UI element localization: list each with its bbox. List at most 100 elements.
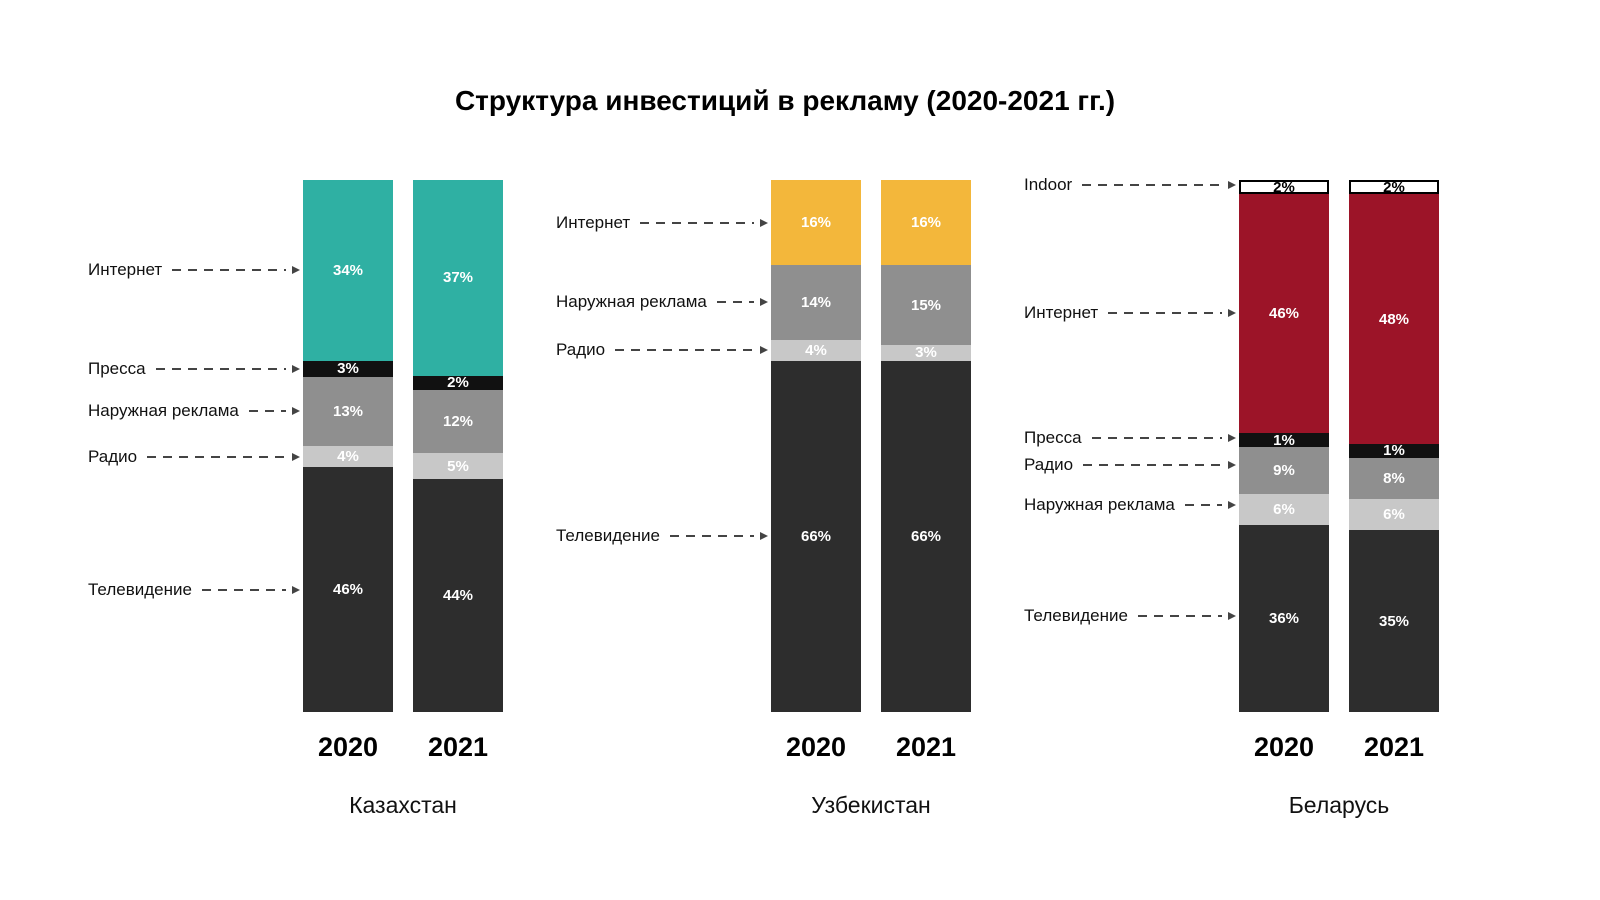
- arrow-icon: [292, 364, 300, 373]
- dashed-connector: [248, 410, 286, 413]
- arrow-icon: [292, 266, 300, 275]
- arrow-icon: [1228, 500, 1236, 509]
- segment-value: 46%: [1268, 305, 1300, 323]
- stacked-bar-2020: 2% 46% 1% 9% 6% 36%: [1239, 180, 1329, 713]
- arrow-icon: [760, 346, 768, 355]
- arrow-icon: [1228, 612, 1236, 621]
- stacked-bar-2021: 37% 2% 12% 5% 44%: [413, 180, 503, 712]
- segment-label-row: Indoor: [1024, 174, 1236, 196]
- bar-segment: 1%: [1349, 443, 1439, 458]
- bar-segment: 2%: [1349, 178, 1439, 196]
- segment-value: 66%: [910, 527, 942, 545]
- arrow-icon: [760, 532, 768, 541]
- stacked-bar-2021: 2% 48% 1% 8% 6% 35%: [1349, 178, 1439, 713]
- segment-label: Телевидение: [1024, 606, 1128, 626]
- bar-segment: 36%: [1239, 525, 1329, 713]
- segment-labels: Интернет Пресса Наружная реклама Радио Телев…: [88, 180, 300, 712]
- year-labels: 2020 2021: [1239, 732, 1439, 763]
- segment-labels: Интернет Наружная реклама Радио Телевидение: [556, 180, 768, 712]
- segment-value: 46%: [332, 581, 364, 599]
- arrow-icon: [292, 452, 300, 461]
- dashed-connector: [172, 269, 286, 272]
- country-label: Узбекистан: [811, 792, 931, 818]
- segment-value: 3%: [337, 360, 359, 378]
- year-label: 2021: [895, 732, 957, 762]
- arrow-icon: [760, 218, 768, 227]
- dashed-connector: [716, 301, 754, 304]
- segment-label: Наружная реклама: [1024, 494, 1175, 514]
- stacked-bar-2020: 16% 14% 4% 66%: [771, 180, 861, 713]
- bar-segment: 35%: [1349, 530, 1439, 713]
- segment-value: 34%: [332, 261, 364, 279]
- year-label: 2020: [317, 732, 379, 762]
- segment-value: 36%: [1268, 610, 1300, 628]
- dashed-connector: [147, 455, 286, 458]
- segment-value: 16%: [800, 214, 832, 232]
- country-label: Казахстан: [349, 792, 457, 818]
- arrow-icon: [292, 585, 300, 594]
- segment-label-row: Пресса: [88, 358, 300, 380]
- year-label: 2020: [1253, 732, 1315, 762]
- bar-segment: 66%: [881, 360, 971, 712]
- year-label: 2021: [427, 732, 489, 762]
- segment-label: Интернет: [556, 212, 631, 232]
- segment-label: Радио: [556, 340, 606, 360]
- year-labels: 2020 2021: [771, 732, 971, 763]
- arrow-icon: [1228, 434, 1236, 443]
- country-label: Беларусь: [1288, 792, 1390, 818]
- segment-value: 12%: [442, 412, 474, 430]
- bar-segment: 9%: [1239, 447, 1329, 494]
- bar-segment: 46%: [303, 467, 393, 712]
- bar-segment: 34%: [303, 180, 393, 361]
- bar-segment: 37%: [413, 180, 503, 376]
- dashed-connector: [1083, 463, 1222, 466]
- segment-value: 5%: [447, 457, 469, 475]
- bar-segment: 14%: [771, 265, 861, 340]
- segment-label: Indoor: [1024, 175, 1073, 195]
- segment-value: 14%: [800, 293, 832, 311]
- bar-segment: 5%: [413, 453, 503, 480]
- arrow-icon: [1228, 309, 1236, 317]
- bar-segment: 16%: [771, 180, 861, 266]
- year-labels: 2020 2021: [303, 732, 503, 763]
- bar-segment: 15%: [881, 265, 971, 345]
- dashed-connector: [1091, 437, 1222, 440]
- segment-label: Наружная реклама: [88, 401, 239, 421]
- bar-segment: 8%: [1349, 457, 1439, 500]
- segment-value: 16%: [910, 214, 942, 232]
- segment-label-row: Радио: [88, 446, 300, 468]
- arrow-icon: [292, 407, 300, 416]
- arrow-icon: [760, 298, 768, 307]
- dashed-connector: [1137, 615, 1222, 618]
- segment-value: 44%: [442, 587, 474, 605]
- chart-group-uzbekistan: Интернет Наружная реклама Радио Телевидение…: [556, 180, 976, 840]
- segment-labels: Indoor Интернет Пресса Радио Наружная реклам…: [1024, 175, 1236, 712]
- segment-value: 15%: [910, 296, 942, 314]
- bar-segment: 3%: [303, 360, 393, 378]
- segment-label: Пресса: [88, 358, 146, 378]
- bars: 34% 3% 13% 4% 46% 37% 2% 12% 5% 44%: [303, 180, 503, 712]
- segment-value: 6%: [1273, 501, 1295, 519]
- bar-segment: 44%: [413, 479, 503, 712]
- chart-title: Структура инвестиций в рекламу (2020-202…: [454, 85, 1116, 116]
- segment-label-row: Радио: [1024, 454, 1236, 476]
- segment-label: Наружная реклама: [556, 292, 707, 312]
- dashed-connector: [201, 588, 286, 591]
- segment-value: 2%: [1383, 178, 1405, 196]
- segment-value: 4%: [337, 448, 359, 466]
- segment-label-row: Интернет: [556, 212, 768, 234]
- chart-group-belarus: Indoor Интернет Пресса Радио Наружная реклам…: [1024, 175, 1444, 840]
- arrow-icon: [1228, 460, 1236, 469]
- segment-value: 48%: [1378, 310, 1410, 328]
- bar-segment: 6%: [1349, 499, 1439, 531]
- segment-label: Пресса: [1024, 428, 1082, 448]
- segment-label-row: Радио: [556, 339, 768, 361]
- dashed-connector: [640, 221, 754, 224]
- dashed-connector: [669, 535, 754, 538]
- segment-value: 6%: [1383, 506, 1405, 524]
- bar-segment: 2%: [413, 375, 503, 390]
- segment-value: 1%: [1273, 431, 1295, 449]
- segment-label: Радио: [1024, 454, 1074, 474]
- segment-label: Телевидение: [88, 579, 192, 599]
- dashed-connector: [1082, 184, 1222, 187]
